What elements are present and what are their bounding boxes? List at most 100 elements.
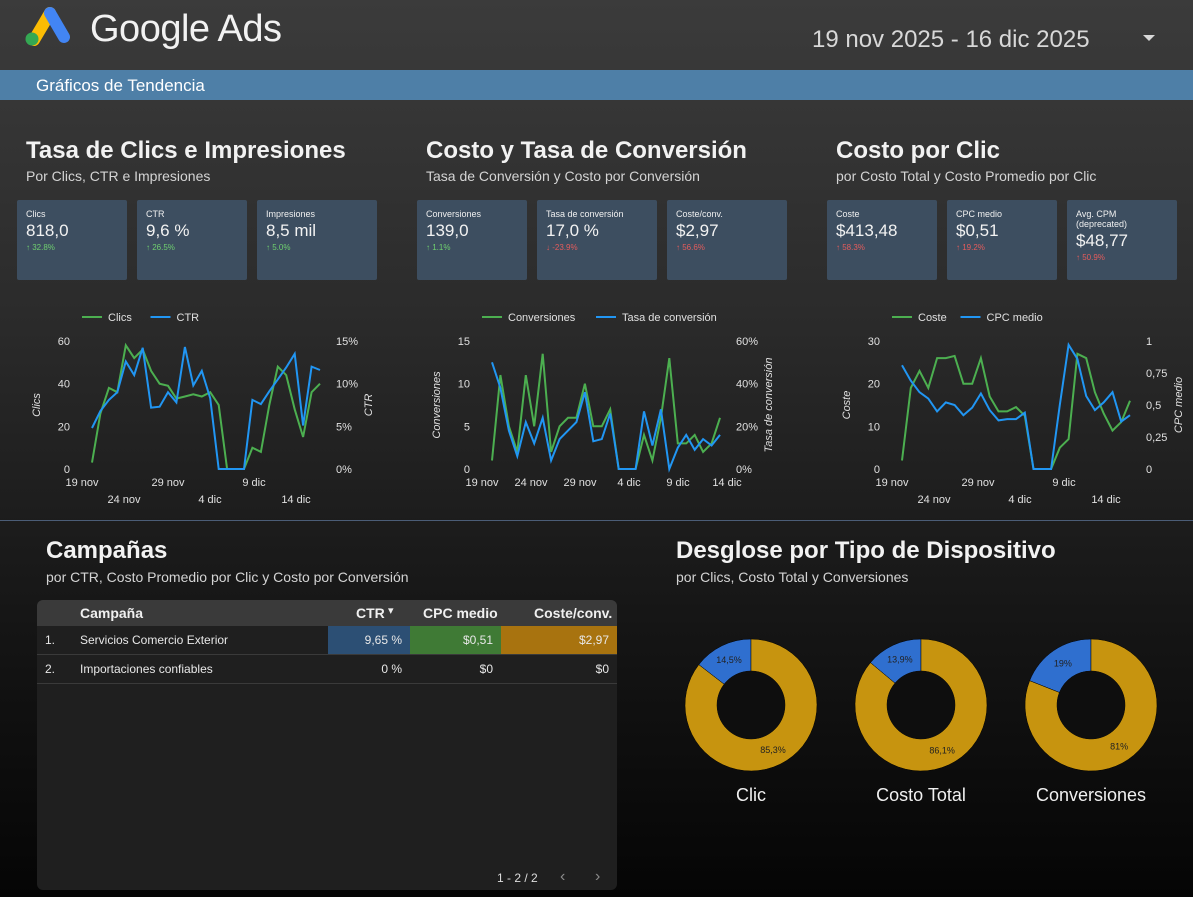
section-title-cpc: Costo por Clic — [836, 137, 1001, 164]
row-index: 2. — [45, 662, 56, 676]
x-tick: 4 dic — [617, 477, 641, 489]
y-tick-right: 0% — [736, 464, 752, 476]
kpi-value: 8,5 mil — [266, 221, 317, 240]
kpi-delta: ↑ 50.9% — [1076, 253, 1105, 262]
conversiones-tasa-line-chart: Conversiones Tasa de conversión 0 5 10 15 0% 20… — [431, 312, 775, 489]
x-tick: 4 dic — [198, 494, 222, 506]
x-tick: 19 nov — [65, 477, 99, 489]
pagination-info: 1 - 2 / 2 — [497, 871, 538, 885]
kpi-label: Coste/conv. — [676, 209, 723, 219]
donut-hole — [1057, 671, 1125, 739]
date-range-picker[interactable]: 19 nov 2025 - 16 dic 2025 — [812, 26, 1090, 53]
chevron-down-icon[interactable] — [1143, 35, 1155, 41]
y-tick-right: 1 — [1146, 336, 1152, 348]
kpi-value: 139,0 — [426, 221, 469, 240]
kpi-delta: ↑ 26.5% — [146, 243, 175, 252]
y-tick-left: 10 — [458, 379, 470, 391]
y-tick-left: 0 — [464, 464, 470, 476]
donut-slice-label: 14,5% — [716, 655, 742, 665]
kpi-card-coste-conv: Coste/conv. $2,97 ↑ 56.6% — [667, 200, 787, 280]
donut-title-conversiones: Conversiones — [1035, 785, 1147, 805]
kpi-label: CPC medio — [956, 209, 1003, 219]
kpi-card-ctr: CTR 9,6 % ↑ 26.5% — [137, 200, 247, 280]
y-tick-right: 0,75 — [1146, 368, 1167, 380]
y-tick-left: 60 — [58, 336, 70, 348]
cost-conv-cell: $2,97 — [501, 626, 617, 654]
series-line-coste — [901, 352, 1131, 470]
x-tick: 29 nov — [961, 477, 995, 489]
google-ads-logo-icon — [25, 7, 70, 46]
donut-title-clic: Clic — [736, 785, 766, 805]
kpi-delta: ↓ -23.9% — [546, 243, 578, 252]
column-header-cost-conv[interactable]: Coste/conv. — [534, 605, 613, 621]
table-row[interactable]: 2. Importaciones confiables 0 % $0 $0 — [37, 655, 617, 684]
y-tick-right: 0 — [1146, 464, 1152, 476]
column-header-ctr[interactable]: CTR — [356, 605, 385, 621]
x-tick: 9 dic — [666, 477, 690, 489]
x-tick: 14 dic — [281, 494, 311, 506]
series-line-cpc-medio — [901, 341, 1131, 470]
y-tick-right: 40% — [736, 379, 758, 391]
y-tick-left: 5 — [464, 421, 470, 433]
y-tick-right: 20% — [736, 421, 758, 433]
legend-label: CPC medio — [987, 312, 1043, 324]
y-tick-right: 60% — [736, 336, 758, 348]
y-axis-label-left: Conversiones — [431, 371, 443, 439]
section-title-clicks: Tasa de Clics e Impresiones — [26, 137, 346, 164]
clics-ctr-line-chart: Clics CTR 0 20 40 60 0% 5% 10% 15% Clics CTR 19 nov 2… — [31, 312, 375, 506]
chevron-left-icon[interactable]: ‹ — [560, 868, 566, 885]
brand-name: Google Ads — [90, 8, 282, 50]
column-header-cpc[interactable]: CPC medio — [423, 605, 498, 621]
donut-slice-label: 85,3% — [760, 745, 786, 755]
x-tick: 14 dic — [712, 477, 742, 489]
kpi-label: CTR — [146, 209, 165, 219]
kpi-value: $0,51 — [956, 221, 999, 240]
y-tick-left: 15 — [458, 336, 470, 348]
y-tick-right: 0,25 — [1146, 432, 1167, 444]
table-row[interactable]: 1. Servicios Comercio Exterior 9,65 % $0… — [37, 626, 617, 655]
donut-slice-label: 86,1% — [929, 745, 955, 755]
chevron-right-icon[interactable]: › — [595, 868, 601, 885]
cost-conv-cell: $0 — [595, 662, 609, 676]
kpi-value: 818,0 — [26, 221, 69, 240]
x-tick: 19 nov — [465, 477, 499, 489]
y-tick-left: 0 — [64, 464, 70, 476]
x-tick: 24 nov — [107, 494, 141, 506]
y-tick-left: 40 — [58, 379, 70, 391]
kpi-card-impresiones: Impresiones 8,5 mil ↑ 5.0% — [257, 200, 377, 280]
page-title-bar: Gráficos de Tendencia — [0, 70, 1193, 100]
ctr-cell: 9,65 % — [328, 626, 410, 654]
y-axis-label-left: Clics — [31, 393, 43, 417]
cpc-cell: $0 — [479, 662, 493, 676]
kpi-card-coste: Coste $413,48 ↑ 58.3% — [827, 200, 937, 280]
section-title-cost: Costo y Tasa de Conversión — [426, 137, 747, 164]
x-tick: 24 nov — [917, 494, 951, 506]
kpi-card-cpc-medio: CPC medio $0,51 ↑ 19.2% — [947, 200, 1057, 280]
campaigns-table: Campaña CTR ▾ CPC medio Coste/conv. 1. S… — [37, 600, 617, 890]
donut-title-costo-total: Costo Total — [876, 785, 966, 805]
column-header-campaign[interactable]: Campaña — [80, 605, 144, 621]
y-tick-right: 0% — [336, 464, 352, 476]
section-divider — [0, 520, 1193, 521]
donut-slice-label: 81% — [1110, 741, 1128, 751]
kpi-value: $2,97 — [676, 221, 719, 240]
kpi-delta: ↑ 56.6% — [676, 243, 705, 252]
header: Google Ads 19 nov 2025 - 16 dic 2025 — [0, 0, 1193, 70]
donut-chart-clic: 14,5% 85,3% — [684, 638, 818, 772]
legend-label: CTR — [177, 312, 200, 324]
kpi-card-tasa-conversion: Tasa de conversión 17,0 % ↓ -23.9% — [537, 200, 657, 280]
section-subtitle-cost: Tasa de Conversión y Costo por Conversió… — [426, 168, 700, 184]
section-title-campaigns: Campañas — [46, 537, 168, 564]
x-tick: 24 nov — [514, 477, 548, 489]
y-tick-right: 5% — [336, 421, 352, 433]
campaign-name: Importaciones confiables — [80, 662, 213, 676]
kpi-value: 9,6 % — [146, 221, 190, 240]
donut-slice-label: 13,9% — [887, 655, 913, 665]
kpi-delta: ↑ 32.8% — [26, 243, 55, 252]
donut-slice-label: 19% — [1054, 659, 1072, 669]
sort-desc-icon[interactable]: ▾ — [388, 605, 394, 617]
y-axis-label-left: Coste — [841, 391, 853, 420]
cpc-cell: $0,51 — [410, 626, 501, 654]
kpi-value: 17,0 % — [546, 221, 599, 240]
x-tick: 9 dic — [242, 477, 266, 489]
